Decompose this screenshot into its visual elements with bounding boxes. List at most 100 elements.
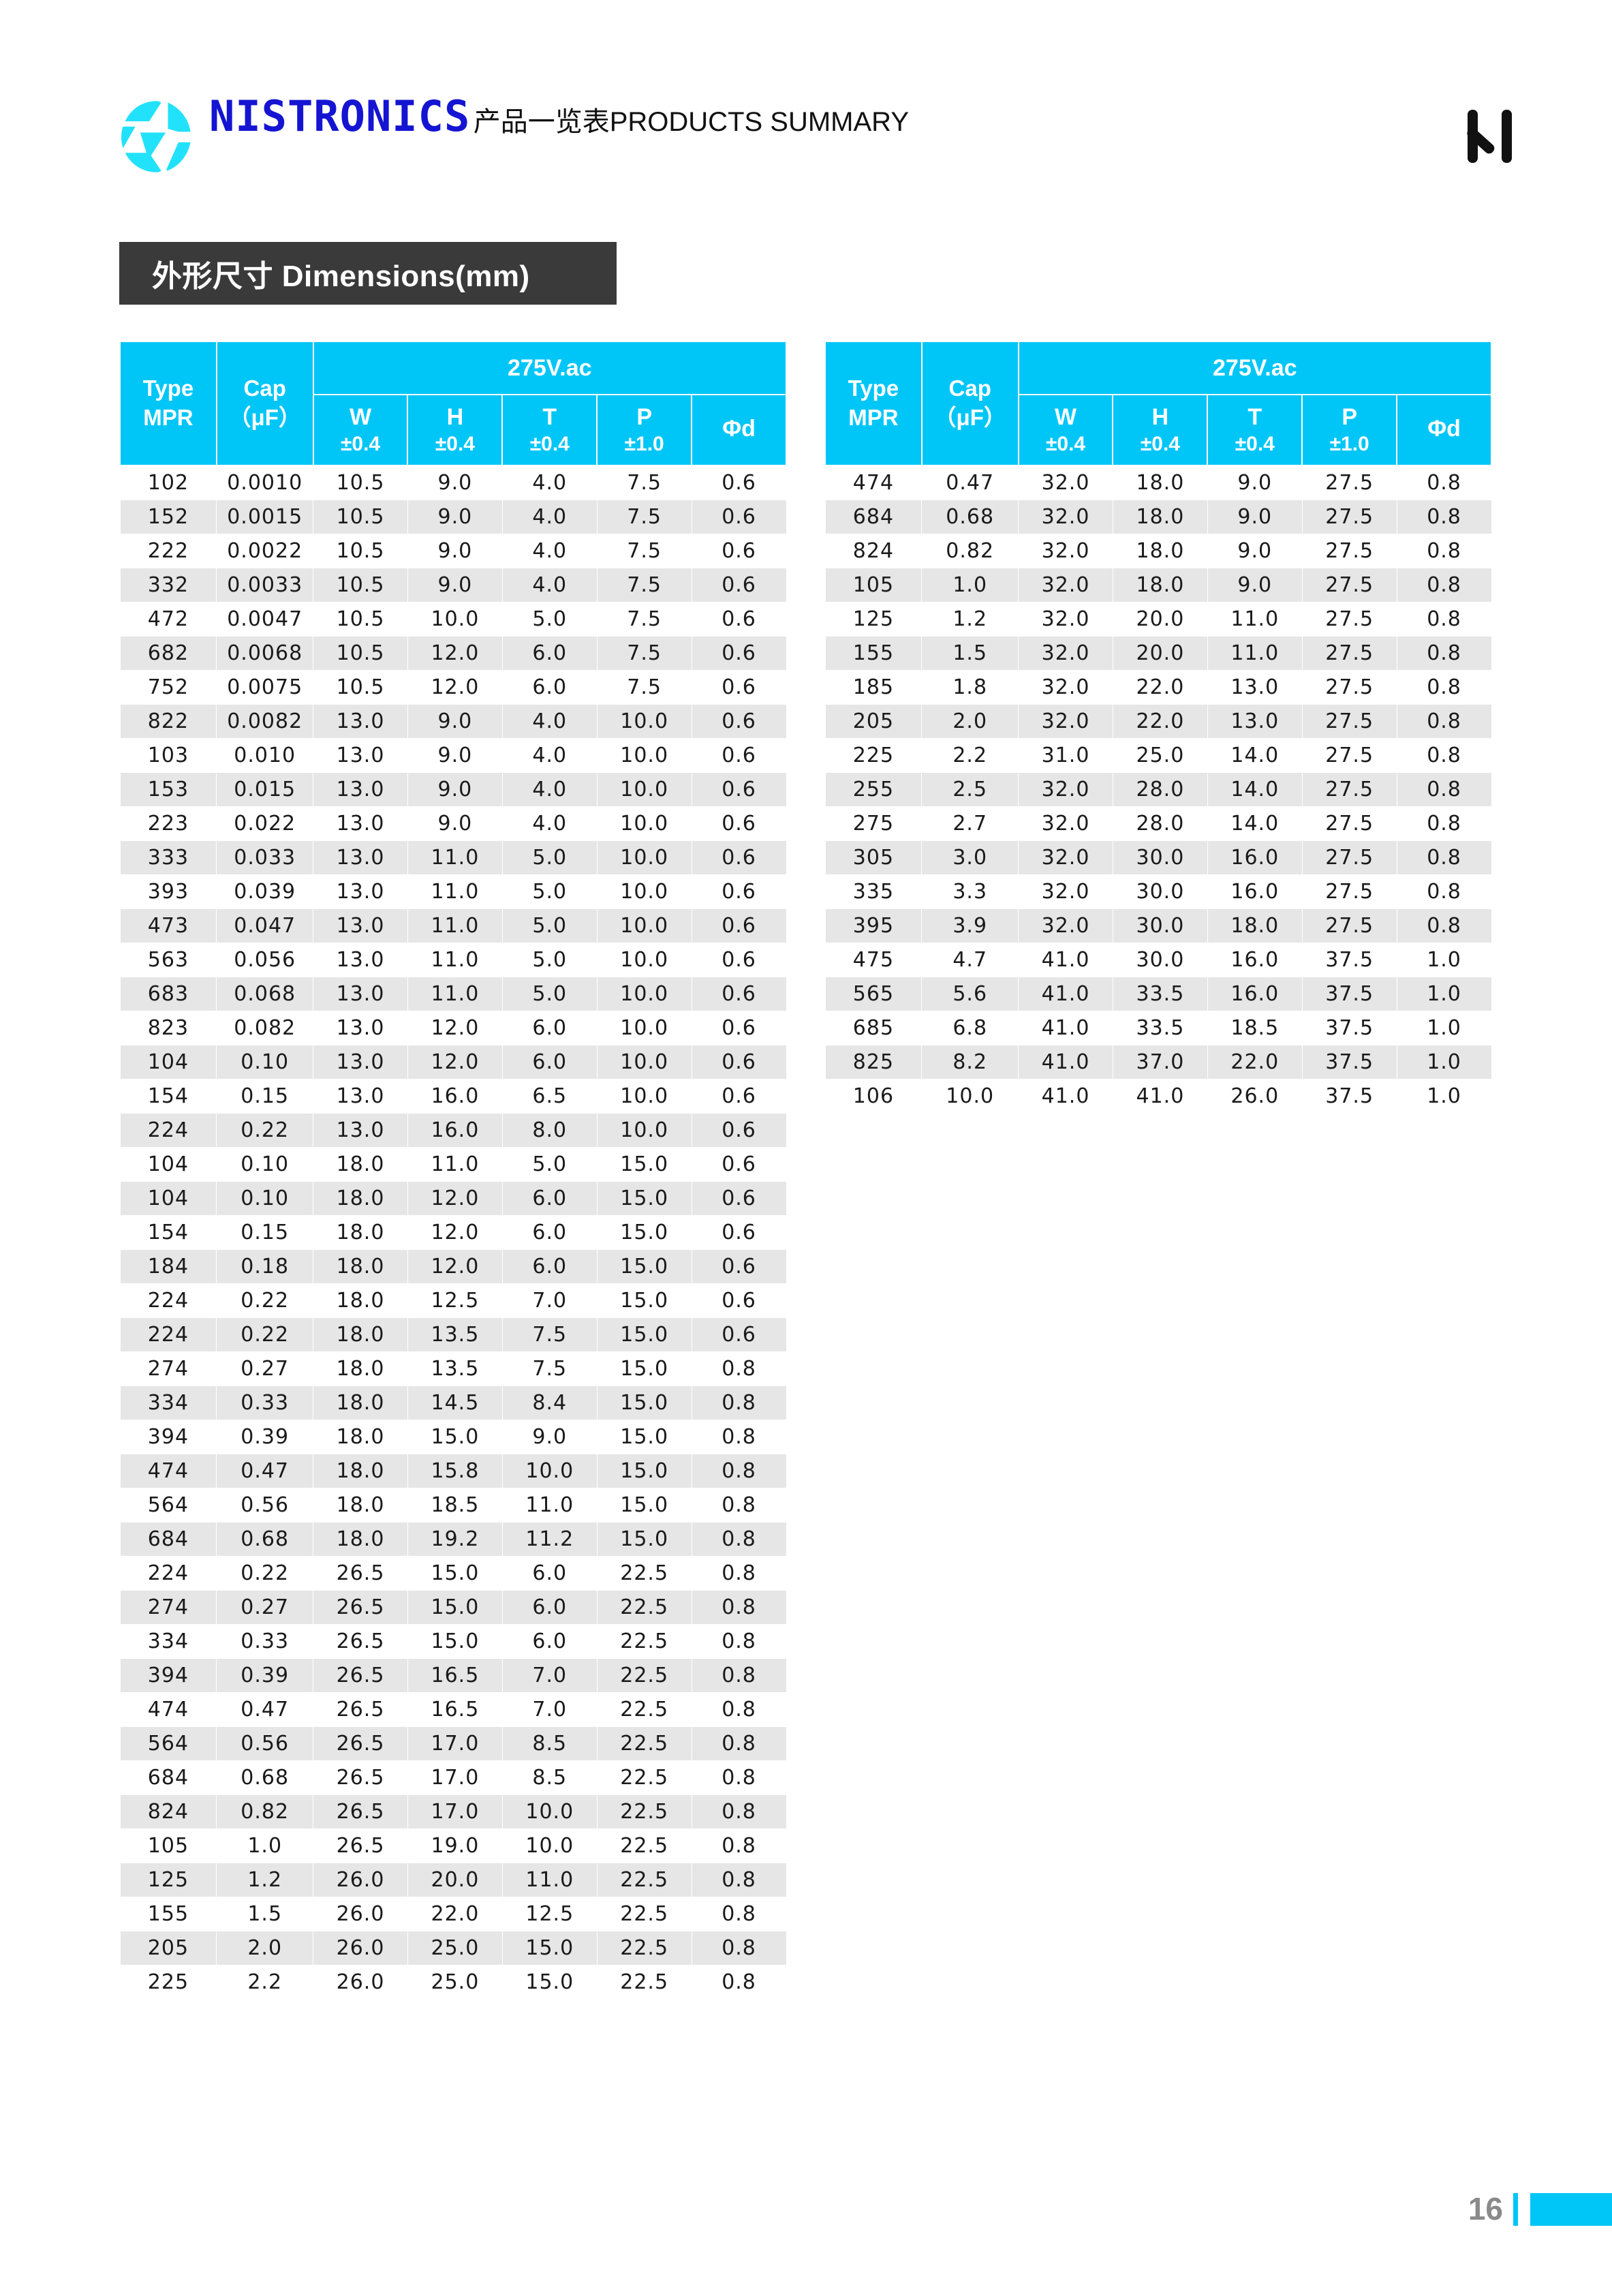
cell-phi-d: 0.6	[691, 568, 787, 602]
cell-t: 22.0	[1207, 1045, 1303, 1080]
cell-w: 32.0	[1018, 874, 1113, 909]
cell-p: 27.5	[1301, 806, 1397, 841]
cell-t: 4.0	[501, 568, 598, 602]
table-row: 225 2.2 26.0 25.0 15.0 22.5 0.8	[119, 1965, 787, 2000]
cell-phi-d: 0.6	[691, 738, 787, 773]
cell-h: 33.5	[1112, 1011, 1208, 1045]
cell-type: 472	[119, 602, 217, 637]
cell-type: 255	[824, 772, 923, 807]
cell-type: 104	[119, 1045, 217, 1080]
table-row: 104 0.10 18.0 11.0 5.0 15.0 0.6	[119, 1147, 787, 1182]
cell-phi-d: 0.6	[691, 908, 787, 943]
table-row: 103 0.010 13.0 9.0 4.0 10.0 0.6	[119, 738, 787, 773]
cell-phi-d: 0.8	[691, 1692, 787, 1727]
dimensions-table-right-wrapper: Type MPR Cap （μF） 275V.ac W ±0.4 H	[824, 341, 1493, 1114]
cell-p: 10.0	[596, 1045, 692, 1080]
cell-phi-d: 0.8	[691, 1454, 787, 1488]
dimensions-table-left-body: 102 0.0010 10.5 9.0 4.0 7.5 0.6 152 0.0015 10.5 9.…	[119, 465, 787, 2000]
cell-h: 20.0	[407, 1863, 503, 1897]
cell-t: 9.0	[501, 1420, 598, 1454]
cell-cap: 0.10	[216, 1147, 314, 1182]
table-row: 105 1.0 32.0 18.0 9.0 27.5 0.8	[824, 568, 1492, 602]
cell-phi-d: 0.6	[691, 1283, 787, 1318]
header-h: H ±0.4	[407, 394, 503, 466]
cell-type: 274	[119, 1351, 217, 1386]
table-row: 332 0.0033 10.5 9.0 4.0 7.5 0.6	[119, 568, 787, 602]
cell-w: 18.0	[313, 1386, 408, 1420]
cell-cap: 0.22	[216, 1556, 314, 1591]
cell-type: 333	[119, 840, 217, 875]
cell-p: 10.0	[596, 1011, 692, 1045]
cell-t: 18.0	[1207, 908, 1303, 943]
cell-cap: 0.015	[216, 772, 314, 807]
cell-type: 152	[119, 500, 217, 534]
cell-t: 12.5	[501, 1897, 598, 1931]
cell-t: 7.0	[501, 1283, 598, 1318]
cell-phi-d: 0.8	[691, 1897, 787, 1931]
cell-h: 17.0	[407, 1760, 503, 1795]
table-row: 152 0.0015 10.5 9.0 4.0 7.5 0.6	[119, 500, 787, 534]
cell-p: 10.0	[596, 772, 692, 807]
cell-t: 6.0	[501, 1011, 598, 1045]
cell-cap: 0.82	[216, 1794, 314, 1829]
cell-t: 7.0	[501, 1658, 598, 1693]
cell-h: 16.0	[407, 1079, 503, 1114]
cell-type: 275	[824, 806, 923, 841]
cell-phi-d: 0.8	[1396, 806, 1492, 841]
cell-type: 225	[824, 738, 923, 773]
cell-p: 27.5	[1301, 500, 1397, 534]
table-row: 223 0.022 13.0 9.0 4.0 10.0 0.6	[119, 806, 787, 841]
table-row: 102 0.0010 10.5 9.0 4.0 7.5 0.6	[119, 465, 787, 500]
cell-phi-d: 0.8	[1396, 465, 1492, 500]
cell-phi-d: 0.8	[691, 1726, 787, 1761]
cell-phi-d: 0.6	[691, 977, 787, 1011]
table-row: 184 0.18 18.0 12.0 6.0 15.0 0.6	[119, 1249, 787, 1284]
cell-cap: 4.7	[921, 943, 1019, 977]
cell-type: 564	[119, 1488, 217, 1522]
cell-phi-d: 0.6	[691, 874, 787, 909]
cell-phi-d: 0.8	[691, 1624, 787, 1659]
cell-p: 27.5	[1301, 465, 1397, 500]
cell-p: 15.0	[596, 1317, 692, 1352]
cell-t: 8.5	[501, 1726, 598, 1761]
cell-h: 33.5	[1112, 977, 1208, 1011]
cell-w: 26.5	[313, 1794, 408, 1829]
cell-h: 20.0	[1112, 602, 1208, 637]
header-type: Type MPR	[119, 341, 217, 466]
cell-h: 18.5	[407, 1488, 503, 1522]
cell-w: 26.5	[313, 1692, 408, 1727]
cell-type: 395	[824, 908, 923, 943]
cell-w: 18.0	[313, 1522, 408, 1557]
table-row: 824 0.82 32.0 18.0 9.0 27.5 0.8	[824, 534, 1492, 568]
cell-type: 102	[119, 465, 217, 500]
cell-cap: 0.0033	[216, 568, 314, 602]
cell-p: 22.5	[596, 1556, 692, 1591]
cell-w: 41.0	[1018, 1045, 1113, 1080]
cell-w: 41.0	[1018, 943, 1113, 977]
cell-p: 22.5	[596, 1692, 692, 1727]
cell-h: 15.0	[407, 1590, 503, 1625]
brand-subtitle: 产品一览表PRODUCTS SUMMARY	[473, 107, 910, 137]
dimensions-table-right-body: 474 0.47 32.0 18.0 9.0 27.5 0.8 684 0.68 32.0 18.0…	[824, 465, 1492, 1114]
cell-p: 15.0	[596, 1147, 692, 1182]
header-t: T ±0.4	[1207, 394, 1303, 466]
cell-phi-d: 0.8	[1396, 670, 1492, 705]
cell-type: 394	[119, 1420, 217, 1454]
cell-h: 9.0	[407, 806, 503, 841]
cell-cap: 0.039	[216, 874, 314, 909]
table-row: 275 2.7 32.0 28.0 14.0 27.5 0.8	[824, 806, 1492, 841]
table-row: 205 2.0 26.0 25.0 15.0 22.5 0.8	[119, 1931, 787, 1965]
cell-phi-d: 0.6	[691, 670, 787, 705]
cell-t: 6.0	[501, 1556, 598, 1591]
brand-name: NISTRONICS	[209, 91, 471, 141]
table-row: 185 1.8 32.0 22.0 13.0 27.5 0.8	[824, 670, 1492, 705]
cell-t: 6.0	[501, 1590, 598, 1625]
cell-type: 825	[824, 1045, 923, 1080]
header-phi-d: Φd	[691, 394, 787, 466]
cell-type: 205	[119, 1931, 217, 1965]
cell-type: 474	[824, 465, 923, 500]
cell-phi-d: 0.6	[691, 1215, 787, 1250]
cell-p: 10.0	[596, 977, 692, 1011]
cell-p: 10.0	[596, 1079, 692, 1114]
cell-type: 205	[824, 704, 923, 739]
